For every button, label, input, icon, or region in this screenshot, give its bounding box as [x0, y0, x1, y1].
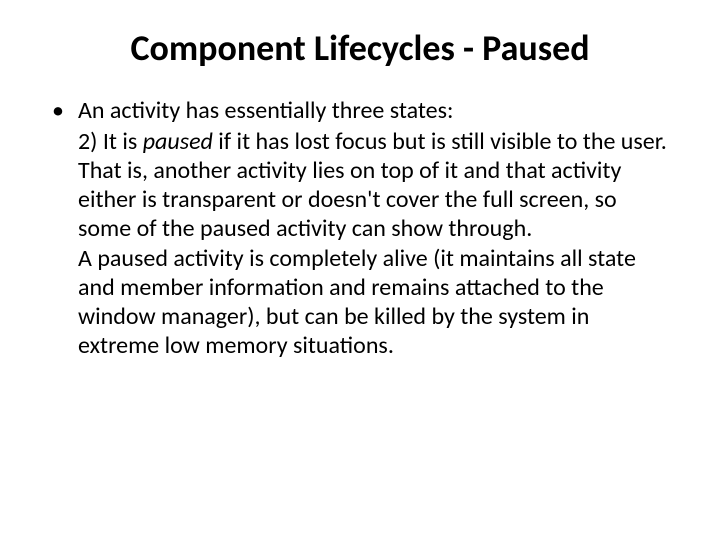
bullet-intro: An activity has essentially three states… — [78, 97, 674, 126]
bullet-list: An activity has essentially three states… — [46, 97, 674, 360]
point-prefix: 2) It is — [78, 127, 143, 156]
bullet-para-2: A paused activity is completely alive (i… — [78, 245, 674, 360]
bullet-point-2: 2) It is paused if it has lost focus but… — [78, 128, 674, 243]
slide-title: Component Lifecycles - Paused — [46, 28, 674, 69]
point-italic-word: paused — [143, 127, 213, 156]
bullet-item: An activity has essentially three states… — [46, 97, 674, 360]
slide: Component Lifecycles - Paused An activit… — [0, 0, 720, 540]
slide-body: An activity has essentially three states… — [46, 97, 674, 360]
